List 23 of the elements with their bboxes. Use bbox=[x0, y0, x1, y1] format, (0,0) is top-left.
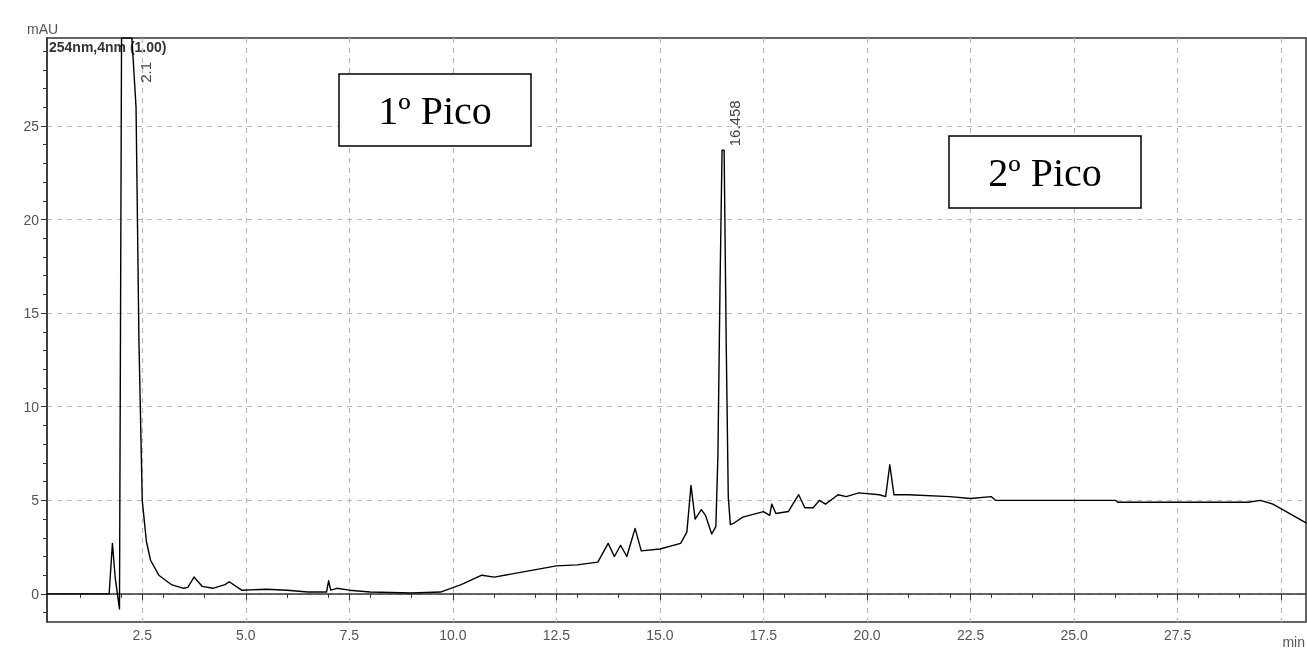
y-axis-title: mAU bbox=[27, 21, 59, 37]
x-tick-label: 22.5 bbox=[956, 627, 985, 643]
y-tick-label: 25 bbox=[23, 117, 40, 134]
x-axis-title: min bbox=[1282, 634, 1305, 649]
annotation: 16.458 bbox=[725, 100, 743, 147]
x-tick-label: 25.0 bbox=[1060, 627, 1088, 643]
y-tick-label: 5 bbox=[31, 492, 40, 509]
x-tick-label: 15.0 bbox=[646, 627, 674, 643]
x-tick-label: 2.5 bbox=[132, 627, 153, 643]
y-tick-label: 10 bbox=[23, 398, 40, 415]
x-tick-label: 20.0 bbox=[853, 627, 881, 643]
annotation: 1º Pico bbox=[378, 87, 492, 133]
x-tick-label: 27.5 bbox=[1163, 627, 1192, 643]
x-tick-label: 7.5 bbox=[339, 627, 360, 643]
x-tick-label: 10.0 bbox=[439, 627, 467, 643]
x-tick-label: 17.5 bbox=[749, 627, 778, 643]
y-tick-label: 0 bbox=[31, 585, 40, 602]
annotation: 2.1 bbox=[137, 62, 155, 83]
x-tick-label: 5.0 bbox=[236, 627, 256, 643]
y-tick-label: 15 bbox=[23, 305, 40, 322]
x-tick-label: 12.5 bbox=[542, 627, 571, 643]
y-tick-label: 20 bbox=[23, 211, 40, 228]
annotation: 2º Pico bbox=[988, 149, 1102, 195]
